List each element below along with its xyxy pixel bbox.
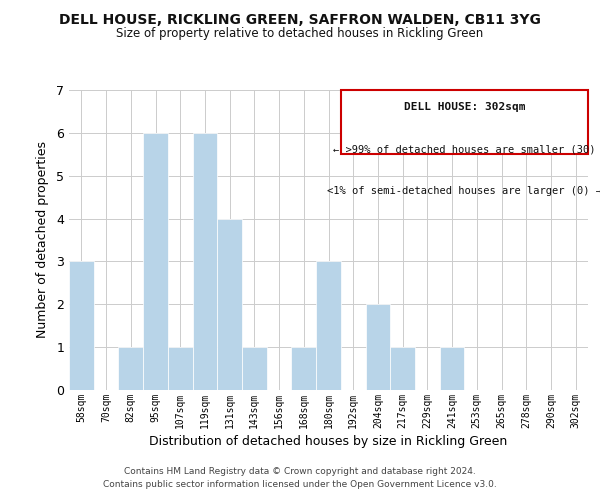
Bar <box>390 347 415 390</box>
Text: ← >99% of detached houses are smaller (30): ← >99% of detached houses are smaller (3… <box>333 144 596 154</box>
Bar <box>440 347 464 390</box>
Bar <box>217 218 242 390</box>
Bar <box>292 347 316 390</box>
X-axis label: Distribution of detached houses by size in Rickling Green: Distribution of detached houses by size … <box>149 435 508 448</box>
Bar <box>69 262 94 390</box>
Bar <box>168 347 193 390</box>
Bar <box>118 347 143 390</box>
FancyBboxPatch shape <box>341 90 588 154</box>
Bar <box>316 262 341 390</box>
Bar <box>193 133 217 390</box>
Bar <box>143 133 168 390</box>
Text: Size of property relative to detached houses in Rickling Green: Size of property relative to detached ho… <box>116 28 484 40</box>
Bar <box>365 304 390 390</box>
Text: Contains public sector information licensed under the Open Government Licence v3: Contains public sector information licen… <box>103 480 497 489</box>
Bar <box>242 347 267 390</box>
Text: <1% of semi-detached houses are larger (0) →: <1% of semi-detached houses are larger (… <box>327 186 600 196</box>
Text: DELL HOUSE, RICKLING GREEN, SAFFRON WALDEN, CB11 3YG: DELL HOUSE, RICKLING GREEN, SAFFRON WALD… <box>59 12 541 26</box>
Text: DELL HOUSE: 302sqm: DELL HOUSE: 302sqm <box>404 102 525 112</box>
Y-axis label: Number of detached properties: Number of detached properties <box>36 142 49 338</box>
Text: Contains HM Land Registry data © Crown copyright and database right 2024.: Contains HM Land Registry data © Crown c… <box>124 467 476 476</box>
